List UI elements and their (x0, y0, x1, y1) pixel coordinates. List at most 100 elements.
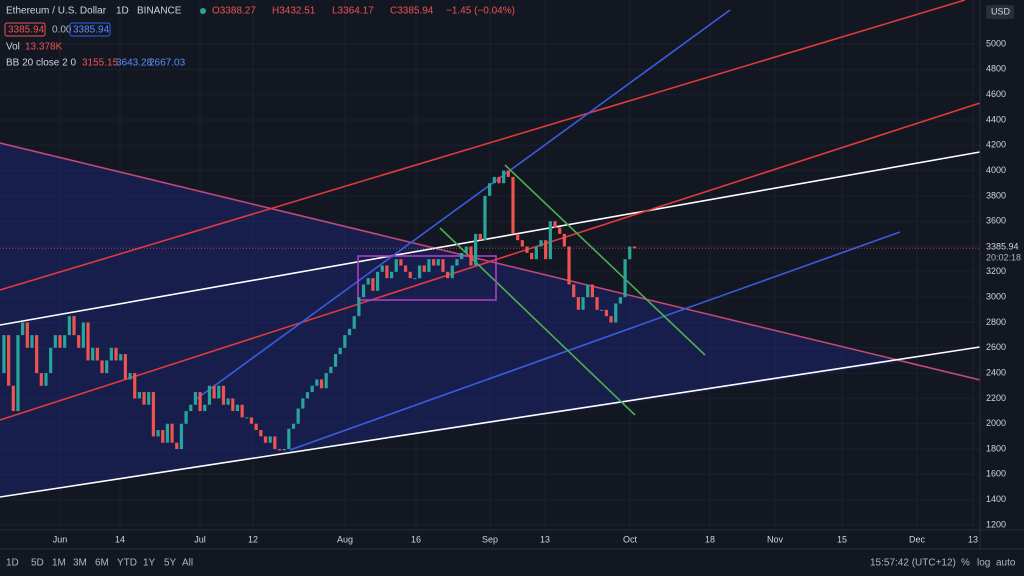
sell-button[interactable] (4, 22, 46, 37)
candle (44, 373, 48, 386)
range-button[interactable]: 6M (95, 558, 109, 569)
candle (478, 233, 482, 241)
clock: 15:57:42 (UTC+12) (870, 558, 956, 569)
candle (63, 335, 67, 348)
candle (576, 297, 580, 310)
candle (7, 335, 11, 386)
range-button[interactable]: 5Y (164, 558, 177, 569)
log-toggle[interactable]: log (977, 558, 990, 569)
y-tick-label: 2200 (986, 393, 1006, 403)
y-tick-label: 2400 (986, 367, 1006, 377)
candle (16, 335, 20, 412)
y-tick-label: 3200 (986, 266, 1006, 276)
toolbar: 1D 5D 1M 3M 6M YTD 1Y 5Y All (6, 558, 193, 569)
candle (21, 322, 25, 336)
candle (586, 284, 590, 298)
candle (245, 417, 249, 419)
candle (49, 347, 53, 374)
trendline (0, 346, 980, 498)
y-tick-label: 4200 (986, 140, 1006, 150)
candle (105, 360, 109, 374)
candle (572, 284, 576, 298)
spread: 0.00 (52, 25, 72, 36)
candle (203, 404, 207, 412)
candle (333, 354, 338, 367)
range-button[interactable]: 1D (6, 558, 19, 569)
candle (516, 233, 520, 241)
candle (53, 335, 57, 348)
trendline (0, 102, 980, 421)
candle (142, 392, 146, 405)
x-tick-label: 14 (115, 534, 125, 544)
range-box (357, 255, 497, 301)
time-axis: Jun 14 Jul 12 Aug 16 Sep 13 Oct 18 Nov 15 Dec 13 (53, 534, 978, 544)
candle (623, 259, 627, 298)
auto-toggle[interactable]: auto (996, 558, 1016, 569)
sell-price[interactable]: 3385.94 (8, 25, 45, 36)
candle (263, 436, 268, 443)
y-tick-label: 1200 (986, 519, 1006, 529)
trendline (289, 231, 901, 451)
x-tick-label: 18 (705, 534, 715, 544)
y-tick-label: 1600 (986, 469, 1006, 479)
candle (91, 347, 95, 361)
ohlc-open: O3388.27 (212, 6, 256, 17)
candle (380, 265, 384, 272)
candle (39, 373, 43, 386)
candle (394, 259, 398, 272)
y-tick-label: 3800 (986, 190, 1006, 200)
currency[interactable]: USD (991, 6, 1011, 16)
candle (371, 278, 375, 291)
x-tick-label: 13 (968, 534, 978, 544)
candle (553, 221, 557, 228)
candle (347, 328, 352, 336)
candle (539, 240, 543, 247)
buy-price[interactable]: 3385.94 (73, 25, 110, 36)
candle (128, 373, 132, 380)
candle (618, 297, 622, 304)
range-button[interactable]: 3M (73, 558, 87, 569)
candle (277, 449, 282, 451)
candle (450, 265, 454, 279)
candle (530, 252, 534, 260)
ohlc-close: C3385.94 (390, 6, 434, 17)
candle (254, 423, 258, 431)
ohlc-low: L3364.17 (332, 6, 374, 17)
candle (436, 259, 440, 266)
x-tick-label: Aug (337, 534, 353, 544)
candle (361, 284, 366, 298)
buy-button[interactable] (69, 22, 111, 37)
candle (614, 303, 618, 323)
candle (147, 392, 151, 405)
exchange: BINANCE (137, 6, 182, 17)
x-tick-label: Sep (482, 534, 498, 544)
candle (595, 297, 599, 310)
price-axis: 1200 1400 1600 1800 2000 2200 2400 2600 2800 3000… (986, 38, 1006, 529)
range-button[interactable]: 5D (31, 558, 44, 569)
range-button[interactable]: YTD (117, 558, 137, 569)
candle (511, 176, 515, 234)
ohlc-high: H3432.51 (272, 6, 316, 17)
bb-upper: 3643.28 (116, 58, 153, 69)
range-button[interactable]: All (182, 558, 193, 569)
x-tick-label: Jul (194, 534, 206, 544)
range-button[interactable]: 1Y (143, 558, 156, 569)
candle (170, 423, 174, 443)
candle (291, 423, 296, 429)
y-tick-label: 3600 (986, 216, 1006, 226)
interval: 1D (116, 6, 129, 17)
candle (375, 271, 380, 291)
candle (310, 385, 314, 393)
candle (352, 316, 356, 329)
candle (567, 246, 571, 285)
candle (123, 354, 127, 380)
candle (137, 392, 141, 399)
status-dot (200, 8, 206, 14)
candle (366, 278, 370, 285)
drawings (0, 0, 980, 498)
candle (488, 183, 492, 196)
percent-toggle[interactable]: % (961, 558, 970, 569)
currency-button[interactable] (986, 5, 1014, 19)
bb-lower: 2667.03 (149, 58, 186, 69)
range-button[interactable]: 1M (52, 558, 66, 569)
